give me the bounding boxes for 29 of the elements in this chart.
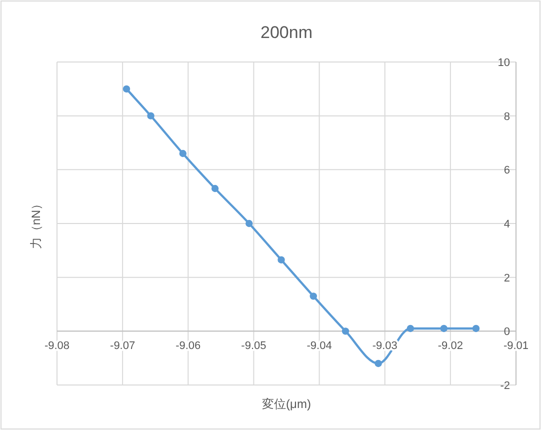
y-tick-label: 4 xyxy=(504,218,510,230)
point xyxy=(147,112,154,120)
y-tick-label: -2 xyxy=(500,380,510,392)
point xyxy=(122,85,130,93)
y-tick-label: 10 xyxy=(498,57,510,69)
point xyxy=(472,324,480,332)
y-tick-label: 6 xyxy=(504,164,510,177)
point xyxy=(310,292,317,300)
x-tick-label: -9.07 xyxy=(110,340,136,352)
point xyxy=(246,220,253,228)
point xyxy=(440,324,448,332)
x-tick-label: -9.08 xyxy=(44,340,70,352)
y-axis-title: 力（nN） xyxy=(29,198,43,250)
point xyxy=(211,184,219,192)
x-axis-title: 変位(μm) xyxy=(262,397,311,411)
point xyxy=(406,324,414,332)
x-tick-label: -9.05 xyxy=(241,340,266,352)
x-tick-label: -9.04 xyxy=(306,340,332,352)
y-tick-label: 8 xyxy=(504,110,510,123)
x-tick-label: -9.01 xyxy=(503,340,529,352)
x-tick-label: -9.02 xyxy=(438,340,463,352)
point xyxy=(179,150,186,158)
point xyxy=(278,256,285,264)
x-tick-label: -9.06 xyxy=(176,340,201,352)
chart-title: 200nm xyxy=(260,23,312,42)
point xyxy=(342,328,350,335)
y-tick-label: 2 xyxy=(504,272,510,284)
point xyxy=(374,360,382,368)
y-tick-label: 0 xyxy=(504,326,510,338)
